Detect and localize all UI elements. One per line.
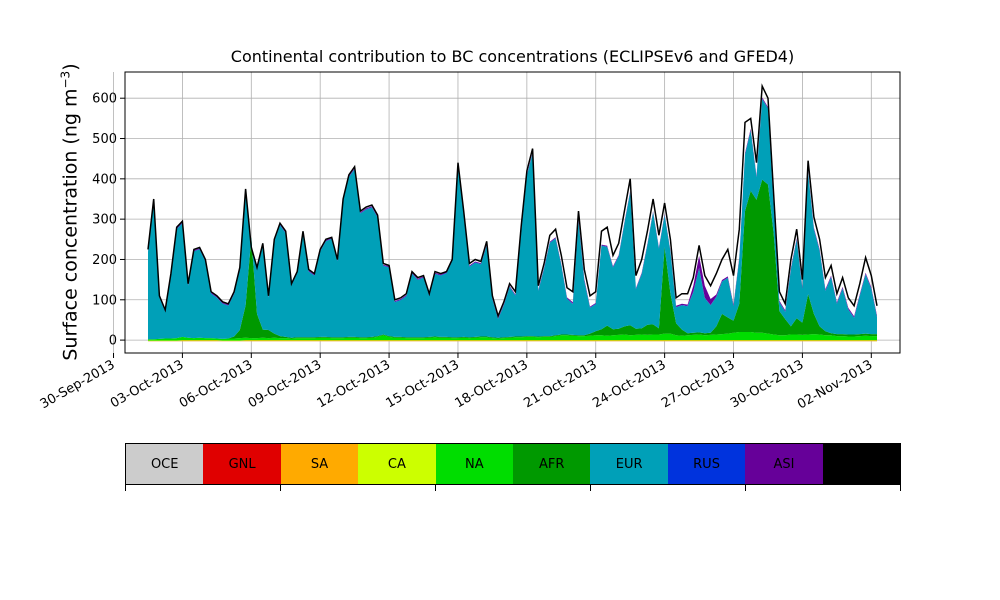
x-tick-label: 21-Oct-2013 (521, 357, 599, 411)
legend-tick (900, 485, 901, 491)
x-tick-label: 30-Oct-2013 (728, 357, 806, 411)
legend-aus: AUS (822, 444, 901, 484)
area-na (148, 332, 877, 341)
x-tick-label: 15-Oct-2013 (384, 357, 462, 411)
x-tick-label: 02-Nov-2013 (795, 357, 875, 412)
plot-frame (124, 71, 901, 354)
total-line-layer (147, 83, 878, 319)
x-tick-label: 24-Oct-2013 (590, 357, 668, 411)
legend-oce: OCE (126, 444, 204, 484)
x-tick-label: 27-Oct-2013 (659, 357, 737, 411)
x-tick-label: 30-Sep-2013 (38, 357, 118, 412)
x-tick-label: 09-Oct-2013 (246, 357, 324, 411)
y-axis-label-close: ) (59, 63, 82, 71)
y-axis: 0 100 200 300 400 500 600 (92, 92, 125, 349)
x-tick-label: 03-Oct-2013 (108, 357, 186, 411)
y-tick-label: 400 (92, 172, 117, 187)
y-tick-label: 300 (92, 213, 117, 228)
y-tick-label: 200 (92, 253, 117, 268)
y-axis-label-text: Surface concentration (ng m (59, 88, 82, 361)
total-line (147, 83, 878, 319)
x-tick-label: 12-Oct-2013 (315, 357, 393, 411)
legend-sa: SA (280, 444, 359, 484)
legend-rus: RUS (667, 444, 746, 484)
legend-ticks (125, 485, 901, 491)
legend-afr: AFR (513, 444, 591, 484)
legend-ca: CA (358, 444, 436, 484)
x-axis: 30-Sep-201303-Oct-201306-Oct-201309-Oct-… (38, 353, 875, 412)
chart-title: Continental contribution to BC concentra… (230, 47, 795, 66)
stacked-area-layer (148, 97, 877, 342)
area-sa (148, 340, 877, 342)
y-axis-label-exponent: −3 (58, 70, 73, 89)
x-tick-label: 18-Oct-2013 (452, 357, 530, 411)
x-tick-label: 06-Oct-2013 (177, 357, 255, 411)
y-tick-label: 500 (92, 132, 117, 147)
legend-tick (745, 485, 746, 491)
area-afr (148, 179, 877, 340)
area-ca (148, 340, 877, 341)
y-axis-label: Surface concentration (ng m−3) (58, 63, 81, 360)
legend-tick (125, 485, 126, 491)
legend-tick (280, 485, 281, 491)
y-tick-label: 100 (92, 293, 117, 308)
y-tick-label: 600 (92, 92, 117, 107)
y-tick-label: 0 (109, 334, 117, 349)
legend-colorbar: OCE GNL SA CA NA AFR EUR RUS ASI AUS (125, 443, 901, 485)
legend-tick (590, 485, 591, 491)
legend-gnl: GNL (203, 444, 281, 484)
legend-tick (435, 485, 436, 491)
legend-asi: ASI (745, 444, 823, 484)
area-eur (148, 99, 877, 340)
legend-na: NA (435, 444, 514, 484)
legend-eur: EUR (590, 444, 668, 484)
